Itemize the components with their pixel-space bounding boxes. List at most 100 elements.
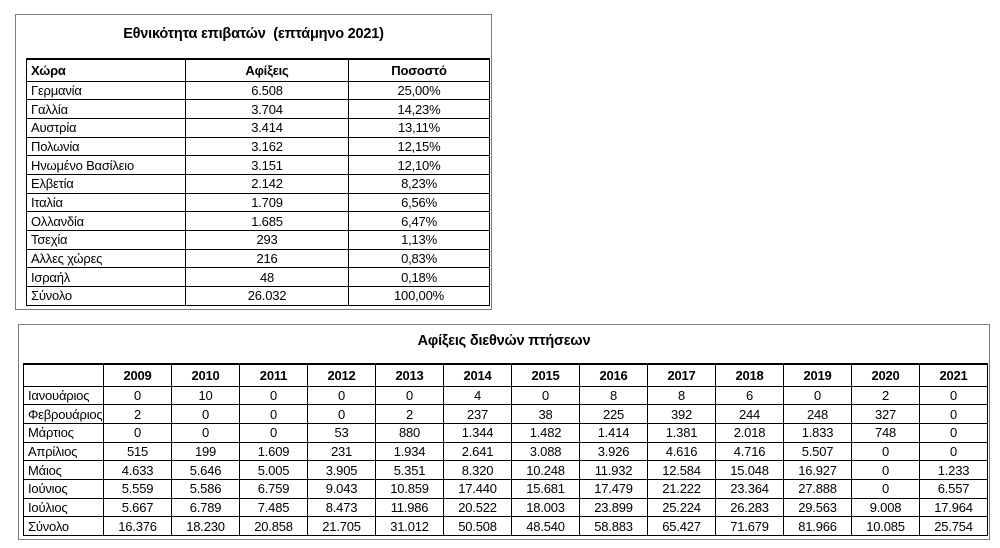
table-row: Σύνολο 26.032 100,00% [26,286,490,306]
value-cell: 9.008 [851,497,920,518]
row-label-cell: Τσεχία [26,230,186,250]
table-row: Ισραήλ 48 0,18% [26,267,490,288]
value-cell: 0 [783,385,852,406]
table-row: Αλλες χώρες 216 0,83% [26,248,490,269]
value-cell: 1.609 [239,441,308,462]
passenger-nationality-panel: Εθνικότητα επιβατών (επτάμηνο 2021) Χώρα… [15,14,492,310]
value-cell: 3.162 [185,136,349,157]
value-cell: 8 [647,385,716,406]
value-cell: 4.616 [647,441,716,462]
value-cell: 38 [511,404,580,424]
value-cell: 26.283 [715,497,784,518]
row-label-cell: Σύνολο [26,286,186,306]
column-header: 2014 [443,363,512,387]
value-cell: 5.507 [783,441,852,462]
value-cell: 17.479 [579,478,648,499]
value-cell: 199 [171,441,240,462]
value-cell: 4.716 [715,441,784,462]
value-cell: 0 [171,422,240,443]
value-cell: 6,47% [348,211,490,231]
value-cell: 2.018 [715,422,784,443]
table-row: Γερμανία 6.508 25,00% [26,80,490,101]
value-cell: 0 [851,460,920,480]
value-cell: 4 [443,385,512,406]
value-cell: 1.344 [443,422,512,443]
value-cell: 12,10% [348,155,490,175]
row-label-cell: Ιταλία [26,192,186,213]
value-cell: 26.032 [185,286,349,306]
value-cell: 6.789 [171,497,240,518]
value-cell: 1,13% [348,230,490,250]
row-label-cell: Φεβρουάριος [23,404,104,424]
value-cell: 216 [185,248,349,269]
value-cell: 880 [375,422,444,443]
column-header: 2009 [103,363,172,387]
value-cell: 1.414 [579,422,648,443]
value-cell: 65.427 [647,516,716,536]
row-label-cell: Πολωνία [26,136,186,157]
table-row: Ιούνιος 5.559 5.586 6.759 9.043 10.859 17.440 1… [23,478,988,499]
row-label-cell: Γερμανία [26,80,186,101]
value-cell: 16.376 [103,516,172,536]
value-cell: 0,18% [348,267,490,288]
value-cell: 20.858 [239,516,308,536]
value-cell: 5.005 [239,460,308,480]
value-cell: 8.473 [307,497,376,518]
value-cell: 0 [919,441,988,462]
value-cell: 10.859 [375,478,444,499]
value-cell: 515 [103,441,172,462]
value-cell: 11.986 [375,497,444,518]
row-label-cell: Απρίλιος [23,441,104,462]
value-cell: 231 [307,441,376,462]
value-cell: 6 [715,385,784,406]
table-row: Σύνολο 16.376 18.230 20.858 21.705 31.012 50.5… [23,516,988,536]
value-cell: 23.364 [715,478,784,499]
value-cell: 16.927 [783,460,852,480]
value-cell: 1.934 [375,441,444,462]
value-cell: 71.679 [715,516,784,536]
value-cell: 48.540 [511,516,580,536]
value-cell: 12,15% [348,136,490,157]
value-cell: 1.233 [919,460,988,480]
value-cell: 3.414 [185,117,349,138]
table-row: Γαλλία 3.704 14,23% [26,99,490,119]
value-cell: 17.964 [919,497,988,518]
international-flight-arrivals-panel: Αφίξεις διεθνών πτήσεων 2009 2010 2011 2012… [18,324,990,540]
value-cell: 17.440 [443,478,512,499]
nationality-table-body: Γερμανία 6.508 25,00% Γαλλία 3.704 14,23% Αυστ… [26,80,490,306]
row-label-cell: Ιούλιος [23,497,104,518]
value-cell: 0 [239,404,308,424]
value-cell: 20.522 [443,497,512,518]
value-cell: 0 [239,422,308,443]
value-cell: 8.320 [443,460,512,480]
value-cell: 3.088 [511,441,580,462]
nationality-table-title: Εθνικότητα επιβατών (επτάμηνο 2021) [123,26,384,42]
row-label-cell: Ολλανδία [26,211,186,231]
row-label-column-header: Χώρα [26,58,186,82]
value-cell: 4.633 [103,460,172,480]
table-row: Τσεχία 293 1,13% [26,230,490,250]
value-cell: 248 [783,404,852,424]
value-cell: 53 [307,422,376,443]
row-label-cell: Μάρτιος [23,422,104,443]
value-cell: 2 [375,404,444,424]
value-cell: 3.704 [185,99,349,119]
table-row: Ιούλιος 5.667 6.789 7.485 8.473 11.986 20.522 1… [23,497,988,518]
value-cell: 100,00% [348,286,490,306]
value-cell: 14,23% [348,99,490,119]
value-cell: 0 [511,385,580,406]
table-row: Μάρτιος 0 0 0 53 880 1.344 1.482 1.414 1.381 2.018… [23,422,988,443]
value-cell: 0 [919,422,988,443]
value-cell: 18.230 [171,516,240,536]
table-row: Ελβετία 2.142 8,23% [26,173,490,194]
column-header: 2020 [851,363,920,387]
value-cell: 6.557 [919,478,988,499]
column-header: 2010 [171,363,240,387]
column-header: Ποσοστό [348,58,490,82]
value-cell: 3.926 [579,441,648,462]
value-cell: 0 [307,385,376,406]
value-cell: 0 [171,404,240,424]
column-header: 2013 [375,363,444,387]
row-label-cell: Σύνολο [23,516,104,536]
value-cell: 81.966 [783,516,852,536]
